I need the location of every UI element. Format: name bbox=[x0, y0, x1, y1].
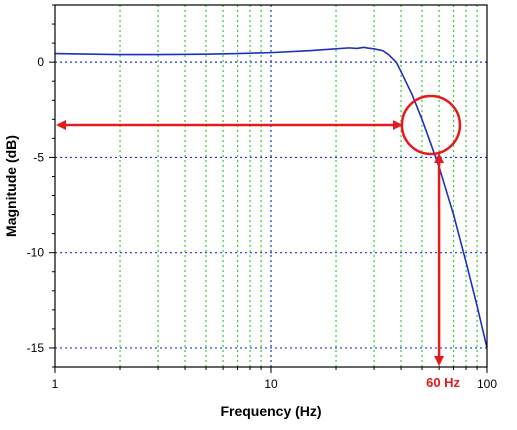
y-axis-ticks: 0 -5 -10 -15 bbox=[27, 4, 55, 368]
x-axis-ticks: 1 10 100 bbox=[52, 367, 497, 391]
vertical-gridlines bbox=[119, 5, 478, 367]
y-tick-label: 0 bbox=[37, 55, 44, 69]
cutoff-label: 60 Hz bbox=[426, 375, 460, 390]
y-tick-label: -10 bbox=[27, 246, 45, 260]
y-tick-label: -5 bbox=[33, 150, 44, 164]
x-tick-label: 1 bbox=[52, 377, 59, 391]
x-axis-label: Frequency (Hz) bbox=[220, 403, 321, 419]
annotation-layer: 60 Hz bbox=[56, 94, 462, 390]
y-axis-label: Magnitude (dB) bbox=[3, 135, 19, 237]
x-tick-label: 100 bbox=[477, 377, 497, 391]
x-tick-label: 10 bbox=[264, 377, 278, 391]
horizontal-gridlines bbox=[55, 61, 487, 349]
y-tick-label: -15 bbox=[27, 341, 45, 355]
